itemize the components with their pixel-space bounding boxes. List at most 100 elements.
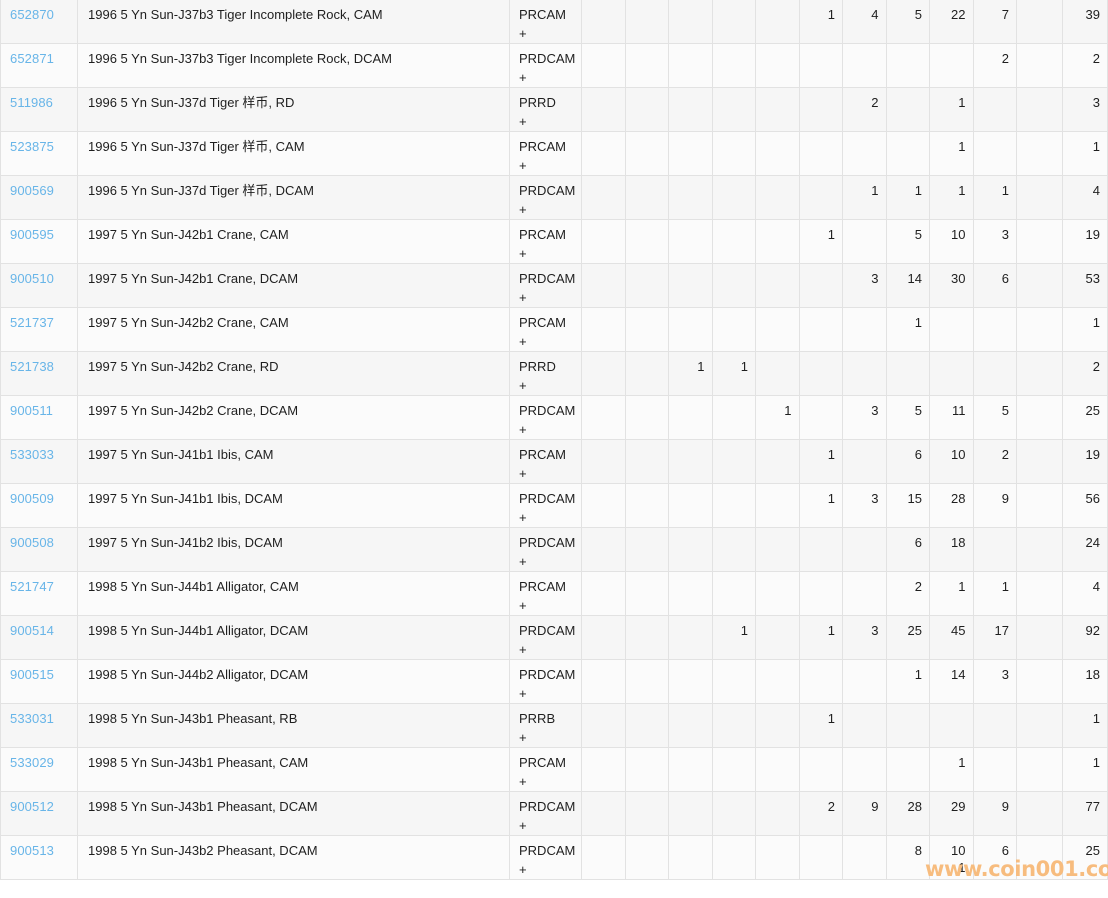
cell-population-count — [711, 175, 756, 220]
total-value: 56 — [1085, 491, 1100, 506]
cell-population-count — [798, 571, 843, 616]
cell-population-count — [842, 659, 887, 704]
cell-population-count — [798, 131, 843, 176]
cell-population-count — [842, 747, 887, 792]
cell-population-count: 2 — [972, 43, 1017, 88]
cell-population-count: 1 — [842, 175, 887, 220]
cell-grade: PRCAM + — [509, 0, 582, 44]
grade-plus-label: + — [519, 642, 527, 657]
grade-plus-label: + — [519, 334, 527, 349]
cell-population-count — [929, 703, 974, 748]
population-count-value: 1 — [914, 315, 922, 330]
cell-grade: PRRD + — [509, 87, 582, 132]
coin-id-link[interactable]: 533033 — [10, 447, 54, 462]
coin-id-link[interactable]: 900511 — [10, 403, 54, 418]
cell-population-count — [755, 307, 800, 352]
cell-population-count: 1 — [972, 571, 1017, 616]
total-value: 3 — [1092, 95, 1100, 110]
cell-population-count — [624, 835, 669, 880]
coin-description: 1998 5 Yn Sun-J44b1 Alligator, DCAM — [88, 623, 309, 638]
cell-population-count — [581, 483, 626, 528]
cell-population-count — [711, 483, 756, 528]
grade-plus-label: + — [519, 818, 527, 833]
cell-population-count — [1016, 483, 1063, 528]
coin-id-link[interactable]: 900569 — [10, 183, 54, 198]
cell-population-count: 5 — [885, 395, 930, 440]
cell-population-count — [624, 395, 669, 440]
coin-id-link[interactable]: 533029 — [10, 755, 54, 770]
coin-id-link[interactable]: 900595 — [10, 227, 54, 242]
cell-population-count — [711, 747, 756, 792]
coin-id-link[interactable]: 900512 — [10, 799, 54, 814]
coin-id-link[interactable]: 900509 — [10, 491, 54, 506]
cell-population-count: 1 — [798, 703, 843, 748]
grade-label: PRDCAM — [519, 183, 576, 198]
coin-id-link[interactable]: 521747 — [10, 579, 54, 594]
cell-population-count — [711, 307, 756, 352]
table-row: 900515 1998 5 Yn Sun-J44b2 Alligator, DCA… — [0, 659, 1108, 704]
population-count-value: 9 — [1001, 799, 1009, 814]
cell-population-count — [711, 43, 756, 88]
cell-coin-id: 900509 — [0, 483, 78, 528]
coin-id-link[interactable]: 900508 — [10, 535, 54, 550]
cell-population-count — [668, 747, 713, 792]
cell-population-count: 1 — [885, 307, 930, 352]
cell-grade: PRRB + — [509, 703, 582, 748]
population-count-value: 28 — [951, 491, 966, 506]
cell-population-count — [668, 175, 713, 220]
cell-population-count: 6 — [972, 835, 1017, 880]
grade-plus-label: + — [519, 290, 527, 305]
coin-description: 1998 5 Yn Sun-J43b1 Pheasant, DCAM — [88, 799, 318, 814]
coin-description: 1997 5 Yn Sun-J41b2 Ibis, DCAM — [88, 535, 283, 550]
population-count-value: 10 — [951, 227, 966, 242]
cell-description: 1997 5 Yn Sun-J41b1 Ibis, CAM — [77, 439, 510, 484]
table-row: 523875 1996 5 Yn Sun-J37d Tiger 样币, CAM PR… — [0, 131, 1108, 176]
coin-id-link[interactable]: 652871 — [10, 51, 54, 66]
cell-population-count — [929, 307, 974, 352]
total-value: 18 — [1085, 667, 1100, 682]
cell-population-count: 2 — [798, 791, 843, 836]
cell-population-count: 5 — [885, 219, 930, 264]
cell-population-count — [755, 703, 800, 748]
cell-coin-id: 521747 — [0, 571, 78, 616]
population-count-value: 1 — [827, 447, 835, 462]
grade-plus-label: + — [519, 158, 527, 173]
coin-id-link[interactable]: 900513 — [10, 843, 54, 858]
cell-population-count — [711, 87, 756, 132]
cell-population-count — [755, 175, 800, 220]
cell-population-count — [798, 87, 843, 132]
cell-population-count: 6 — [885, 439, 930, 484]
coin-id-link[interactable]: 900515 — [10, 667, 54, 682]
cell-total: 53 — [1062, 263, 1108, 308]
cell-population-count — [755, 659, 800, 704]
cell-total: 25 — [1062, 835, 1108, 880]
cell-population-count: 1 — [798, 483, 843, 528]
cell-description: 1997 5 Yn Sun-J42b2 Crane, DCAM — [77, 395, 510, 440]
cell-population-count — [842, 43, 887, 88]
cell-population-count — [581, 219, 626, 264]
population-count-value: 2 — [1001, 447, 1009, 462]
coin-id-link[interactable]: 523875 — [10, 139, 54, 154]
cell-population-count — [581, 703, 626, 748]
coin-description: 1997 5 Yn Sun-J41b1 Ibis, DCAM — [88, 491, 283, 506]
grade-plus-label: + — [519, 510, 527, 525]
population-count-value: 14 — [907, 271, 922, 286]
cell-population-count — [1016, 703, 1063, 748]
cell-description: 1998 5 Yn Sun-J44b2 Alligator, DCAM — [77, 659, 510, 704]
coin-id-link[interactable]: 900510 — [10, 271, 54, 286]
coin-id-link[interactable]: 652870 — [10, 7, 54, 22]
coin-id-link[interactable]: 900514 — [10, 623, 54, 638]
cell-population-count — [581, 131, 626, 176]
coin-id-link[interactable]: 521737 — [10, 315, 54, 330]
cell-population-count — [624, 351, 669, 396]
table-row: 900509 1997 5 Yn Sun-J41b1 Ibis, DCAM PRDC… — [0, 483, 1108, 528]
cell-population-count — [1016, 615, 1063, 660]
population-count-value: 6 — [914, 447, 922, 462]
coin-id-link[interactable]: 533031 — [10, 711, 54, 726]
coin-description: 1998 5 Yn Sun-J44b2 Alligator, DCAM — [88, 667, 309, 682]
cell-population-count — [1016, 439, 1063, 484]
population-count-value: 1 — [871, 183, 879, 198]
coin-id-link[interactable]: 511986 — [10, 95, 54, 110]
coin-id-link[interactable]: 521738 — [10, 359, 54, 374]
cell-population-count — [581, 571, 626, 616]
